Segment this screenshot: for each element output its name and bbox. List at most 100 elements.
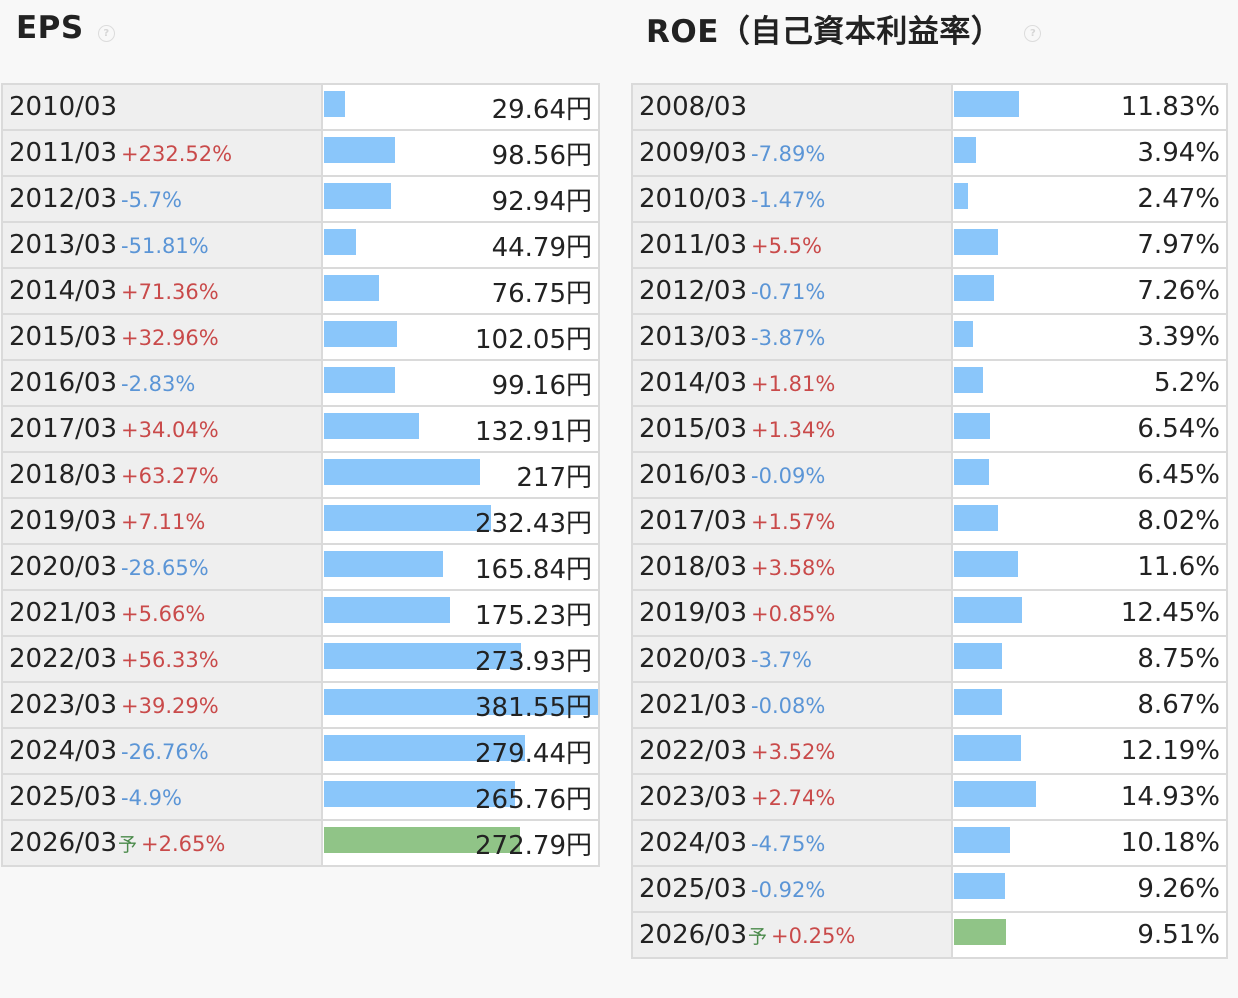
value-cell: 3.39%: [950, 313, 1229, 361]
change-label: -2.83%: [121, 372, 196, 396]
table-row: 2018/03 +3.58% 11.6%: [631, 543, 1229, 591]
table-row: 2025/03 -0.92% 9.26%: [631, 865, 1229, 913]
change-label: +63.27%: [121, 464, 219, 488]
year-cell: 2016/03 -0.09%: [631, 451, 953, 499]
value-cell: 11.6%: [950, 543, 1229, 591]
change-label: +7.11%: [121, 510, 206, 534]
year-label: 2023/03: [639, 782, 748, 812]
value-bar: [324, 597, 450, 623]
value-bar: [953, 137, 976, 163]
table-row: 2010/03 -1.47% 2.47%: [631, 175, 1229, 223]
help-icon[interactable]: ?: [97, 24, 115, 42]
value-bar: [324, 505, 491, 531]
table-row: 2021/03 +5.66% 175.23円: [1, 589, 600, 637]
value-label: 99.16円: [491, 370, 592, 401]
value-bar: [953, 505, 998, 531]
value-cell: 273.93円: [321, 635, 600, 683]
eps-table: 2010/03 29.64円 2011/03 +232.52% 98.56円 2012/0…: [1, 83, 600, 867]
change-label: -4.75%: [751, 832, 826, 856]
year-cell: 2026/03予 +0.25%: [631, 911, 953, 959]
year-cell: 2022/03 +3.52%: [631, 727, 953, 775]
year-cell: 2011/03 +232.52%: [1, 129, 323, 177]
year-cell: 2025/03 -4.9%: [1, 773, 323, 821]
value-label: 102.05円: [475, 324, 592, 355]
value-cell: 9.26%: [950, 865, 1229, 913]
eps-title-row: EPS ?: [0, 0, 600, 56]
value-label: 92.94円: [491, 186, 592, 217]
value-label: 11.6%: [1137, 552, 1220, 582]
table-row: 2026/03予 +2.65% 272.79円: [1, 819, 600, 867]
year-label: 2009/03: [639, 138, 748, 168]
value-cell: 76.75円: [321, 267, 600, 315]
help-icon[interactable]: ?: [1024, 24, 1042, 42]
year-cell: 2024/03 -4.75%: [631, 819, 953, 867]
change-label: +1.34%: [751, 418, 836, 442]
table-row: 2024/03 -26.76% 279.44円: [1, 727, 600, 775]
table-row: 2014/03 +71.36% 76.75円: [1, 267, 600, 315]
value-label: 5.2%: [1153, 368, 1220, 398]
year-label: 2021/03: [639, 690, 748, 720]
value-cell: 3.94%: [950, 129, 1229, 177]
year-label: 2022/03: [9, 644, 118, 674]
value-label: 8.75%: [1137, 644, 1220, 674]
value-label: 9.26%: [1137, 874, 1220, 904]
year-cell: 2008/03: [631, 83, 953, 131]
table-row: 2020/03 -3.7% 8.75%: [631, 635, 1229, 683]
value-bar: [324, 275, 379, 301]
table-row: 2022/03 +3.52% 12.19%: [631, 727, 1229, 775]
year-cell: 2011/03 +5.5%: [631, 221, 953, 269]
value-cell: 279.44円: [321, 727, 600, 775]
change-label: +232.52%: [121, 142, 233, 166]
table-row: 2012/03 -0.71% 7.26%: [631, 267, 1229, 315]
change-label: -4.9%: [121, 786, 182, 810]
value-label: 3.94%: [1137, 138, 1220, 168]
table-row: 2020/03 -28.65% 165.84円: [1, 543, 600, 591]
table-row: 2019/03 +7.11% 232.43円: [1, 497, 600, 545]
year-label: 2019/03: [9, 506, 118, 536]
value-bar: [953, 321, 973, 347]
value-label: 232.43円: [475, 508, 592, 539]
value-label: 9.51%: [1137, 920, 1220, 950]
change-label: +32.96%: [121, 326, 219, 350]
year-label: 2016/03: [639, 460, 748, 490]
value-cell: 98.56円: [321, 129, 600, 177]
value-bar: [324, 229, 356, 255]
value-label: 381.55円: [475, 692, 592, 723]
change-label: +0.25%: [771, 924, 856, 948]
value-cell: 11.83%: [950, 83, 1229, 131]
table-row: 2010/03 29.64円: [1, 83, 600, 131]
year-cell: 2013/03 -51.81%: [1, 221, 323, 269]
value-label: 165.84円: [475, 554, 592, 585]
table-row: 2011/03 +5.5% 7.97%: [631, 221, 1229, 269]
value-cell: 14.93%: [950, 773, 1229, 821]
value-label: 6.45%: [1137, 460, 1220, 490]
value-label: 8.02%: [1137, 506, 1220, 536]
roe-title-row: ROE（自己資本利益率） ?: [630, 0, 1228, 56]
value-cell: 10.18%: [950, 819, 1229, 867]
value-label: 272.79円: [475, 830, 592, 861]
year-label: 2011/03: [9, 138, 118, 168]
value-label: 29.64円: [491, 94, 592, 125]
change-label: -3.87%: [751, 326, 826, 350]
roe-title: ROE（自己資本利益率）: [646, 13, 1003, 50]
value-bar: [324, 91, 345, 117]
value-cell: 6.45%: [950, 451, 1229, 499]
year-label: 2019/03: [639, 598, 748, 628]
value-label: 12.45%: [1120, 598, 1220, 628]
year-label: 2016/03: [9, 368, 118, 398]
value-cell: 7.26%: [950, 267, 1229, 315]
value-bar: [953, 367, 983, 393]
value-bar: [953, 643, 1002, 669]
table-row: 2016/03 -0.09% 6.45%: [631, 451, 1229, 499]
year-label: 2014/03: [9, 276, 118, 306]
value-bar: [953, 183, 968, 209]
forecast-mark: 予: [118, 834, 138, 856]
value-cell: 217円: [321, 451, 600, 499]
change-label: +71.36%: [121, 280, 219, 304]
change-label: +56.33%: [121, 648, 219, 672]
year-label: 2022/03: [639, 736, 748, 766]
year-label: 2014/03: [639, 368, 748, 398]
change-label: -0.92%: [751, 878, 826, 902]
table-row: 2012/03 -5.7% 92.94円: [1, 175, 600, 223]
eps-title: EPS: [16, 10, 84, 46]
